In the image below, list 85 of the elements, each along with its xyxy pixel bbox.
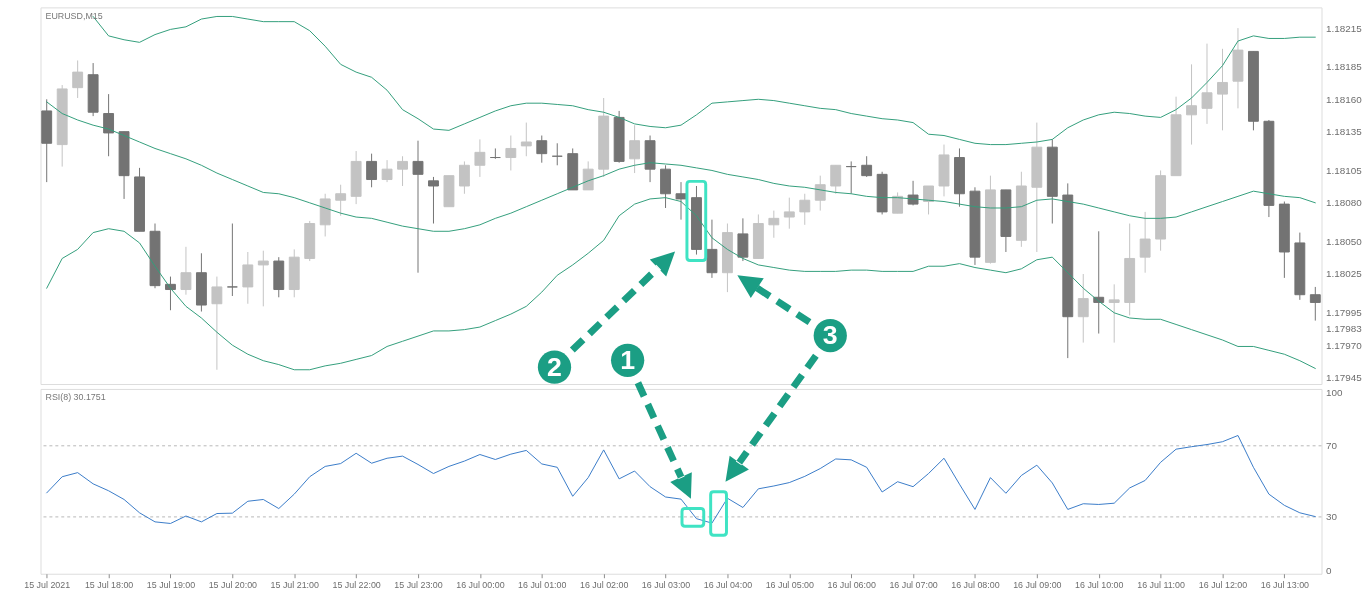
line-series — [46, 435, 1316, 524]
candlestick — [103, 93, 115, 157]
candlestick — [242, 251, 254, 305]
x-tick-label: 16 Jul 05:00 — [765, 580, 815, 591]
y-tick-label: 1.18050 — [1325, 236, 1363, 248]
y-tick-label: 1.18105 — [1325, 164, 1363, 176]
x-tick-label: 15 Jul 19:00 — [146, 580, 196, 591]
x-tick-label: 16 Jul 06:00 — [827, 580, 876, 591]
x-tick-label: 16 Jul 08:00 — [951, 580, 1000, 591]
candlestick — [536, 135, 548, 164]
y-tick-label: 0 — [1325, 564, 1332, 576]
x-tick-label: 15 Jul 18:00 — [84, 580, 134, 591]
candlestick — [226, 223, 238, 297]
candlestick — [1186, 63, 1197, 146]
candlestick — [72, 59, 84, 99]
line-series — [46, 101, 1316, 232]
candlestick — [1139, 211, 1151, 274]
x-tick-label: 16 Jul 09:00 — [1013, 580, 1062, 591]
candlestick — [211, 276, 223, 371]
x-tick-label: 16 Jul 12:00 — [1198, 580, 1248, 591]
x-tick-label: 15 Jul 20:00 — [208, 580, 258, 591]
candlestick — [582, 160, 594, 191]
candlestick — [505, 135, 517, 171]
candlestick — [783, 197, 795, 230]
y-tick-label: 1.17995 — [1325, 307, 1363, 319]
candlestick — [335, 184, 347, 217]
x-tick-label: 16 Jul 10:00 — [1075, 580, 1124, 591]
y-tick-label: 1.18160 — [1325, 93, 1363, 105]
x-tick-label: 16 Jul 13:00 — [1260, 580, 1310, 591]
candlestick — [381, 159, 393, 183]
candlestick — [1077, 273, 1089, 344]
candlestick — [1108, 283, 1120, 344]
chart-title: EURUSD,M15 — [45, 11, 103, 22]
candlestick — [706, 219, 718, 279]
candlestick — [629, 124, 641, 174]
y-tick-label: 1.17970 — [1325, 339, 1363, 351]
candlestick — [180, 246, 192, 296]
x-tick-label: 16 Jul 11:00 — [1137, 580, 1186, 591]
x-tick-label: 15 Jul 23:00 — [394, 580, 443, 591]
x-tick-label: 15 Jul 2021 — [24, 580, 71, 591]
candlestick — [1309, 286, 1321, 322]
x-tick-label: 16 Jul 04:00 — [703, 580, 753, 591]
candlestick — [830, 164, 842, 195]
x-tick-label: 15 Jul 21:00 — [270, 580, 319, 591]
y-tick-label: 1.17983 — [1325, 322, 1363, 334]
y-tick-label: 70 — [1325, 440, 1338, 452]
candlestick — [520, 122, 532, 157]
candlestick — [428, 176, 439, 225]
y-tick-label: 1.18185 — [1325, 61, 1363, 73]
y-tick-label: 1.18080 — [1325, 197, 1363, 209]
x-tick-label: 16 Jul 03:00 — [641, 580, 691, 591]
candlestick — [892, 191, 904, 214]
candlestick — [474, 138, 486, 178]
candlestick — [923, 185, 934, 215]
x-tick-label: 16 Jul 00:00 — [456, 580, 505, 591]
y-tick-label: 1.18215 — [1325, 22, 1363, 34]
y-tick-label: 30 — [1325, 511, 1338, 523]
y-tick-label: 1.17945 — [1325, 371, 1363, 383]
candlestick — [861, 155, 873, 178]
candlestick — [257, 250, 269, 307]
candlestick — [551, 142, 563, 166]
y-tick-label: 1.18025 — [1325, 268, 1363, 280]
candlestick — [1217, 48, 1228, 131]
y-tick-label: 100 — [1325, 386, 1343, 398]
candlestick — [489, 147, 501, 160]
x-tick-label: 16 Jul 02:00 — [579, 580, 629, 591]
candlestick — [814, 175, 826, 212]
candlestick — [1201, 43, 1213, 125]
annotation: 2 — [547, 352, 562, 383]
x-tick-label: 16 Jul 01:00 — [518, 580, 567, 591]
candlestick — [675, 181, 687, 221]
y-tick-label: 1.18135 — [1325, 126, 1363, 138]
annotation: 1 — [620, 345, 636, 376]
candlestick — [845, 160, 857, 195]
candlestick — [799, 193, 811, 226]
candlestick — [366, 153, 378, 188]
x-tick-label: 16 Jul 07:00 — [889, 580, 938, 591]
candlestick — [737, 217, 749, 262]
candlestick — [768, 210, 780, 239]
candlestick — [458, 160, 470, 195]
candlestick — [397, 155, 408, 187]
candlestick — [412, 140, 424, 274]
annotation: 3 — [822, 320, 838, 351]
x-tick-label: 15 Jul 22:00 — [332, 580, 381, 591]
chart-title: RSI(8) 30.1751 — [45, 391, 106, 402]
